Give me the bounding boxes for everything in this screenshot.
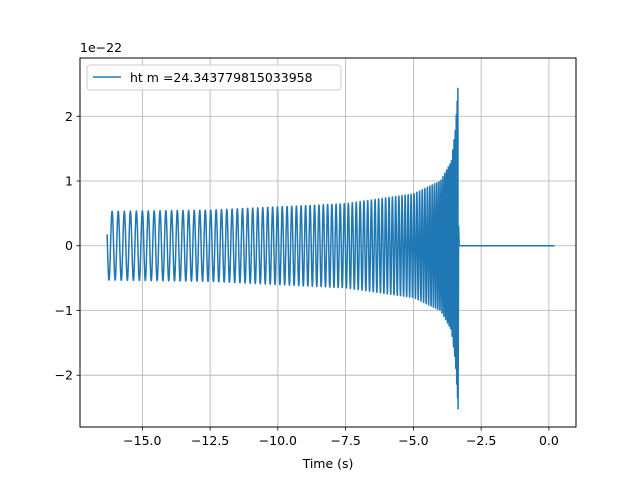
series-line-ht <box>106 87 555 410</box>
series-layer <box>106 87 555 410</box>
y-tick-label: −1 <box>55 303 73 318</box>
x-axis: −15.0 −12.5 −10.0 −7.5 −5.0 −2.5 0.0 <box>123 427 559 448</box>
x-tick-label: −5.0 <box>398 433 428 448</box>
x-tick-label: −15.0 <box>123 433 161 448</box>
x-tick-label: −2.5 <box>466 433 496 448</box>
y-tick-label: 2 <box>65 109 73 124</box>
y-tick-label: 1 <box>65 174 73 189</box>
x-tick-label: 0.0 <box>539 433 559 448</box>
y-scale-offset-label: 1e−22 <box>80 40 122 55</box>
y-tick-label: 0 <box>65 238 73 253</box>
legend-entry-label: ht m =24.343779815033958 <box>130 70 313 85</box>
legend: ht m =24.343779815033958 <box>86 64 342 91</box>
axes-frame <box>79 57 577 428</box>
y-tick-label: −2 <box>55 368 73 383</box>
x-axis-label: Time (s) <box>302 456 354 471</box>
x-tick-label: −7.5 <box>330 433 360 448</box>
y-axis: −2 −1 0 1 2 <box>55 109 80 383</box>
legend-box <box>86 64 342 91</box>
x-tick-label: −12.5 <box>191 433 229 448</box>
x-tick-label: −10.0 <box>259 433 297 448</box>
